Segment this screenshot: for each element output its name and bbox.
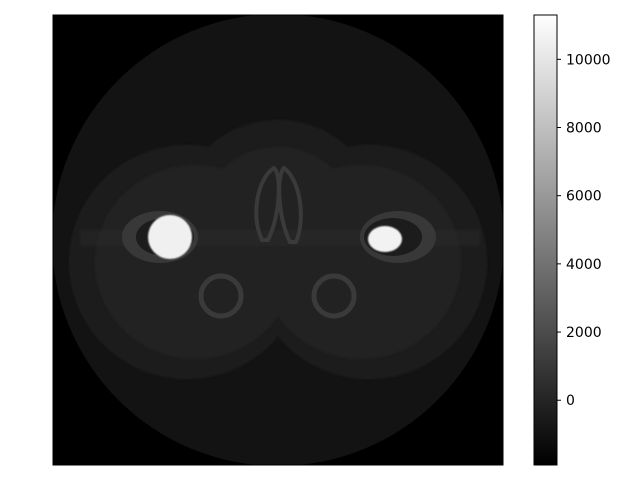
colorbar-frame (533, 14, 558, 466)
left-bright-insert (148, 215, 192, 259)
colorbar-tick-label: 6000 (566, 189, 602, 205)
colorbar-tick-label: 4000 (566, 257, 602, 273)
colorbar-tick-label: 8000 (566, 121, 602, 137)
colorbar-ticks: 0 2000 4000 6000 8000 10000 (557, 52, 611, 409)
right-bright-insert (368, 226, 402, 252)
pubic-structure (254, 165, 303, 244)
image-axes-frame (52, 14, 504, 466)
image-axes (52, 14, 504, 466)
ct-slice-image (53, 15, 503, 465)
colorbar: 0 2000 4000 6000 8000 10000 (533, 14, 611, 466)
colorbar-tick-label: 10000 (566, 52, 611, 68)
colorbar-tick-label: 2000 (566, 325, 602, 341)
colorbar-gradient-bar (534, 15, 557, 465)
lower-left-ring (198, 273, 244, 319)
lower-right-ring (311, 273, 357, 319)
colorbar-tick-label: 0 (566, 393, 575, 409)
